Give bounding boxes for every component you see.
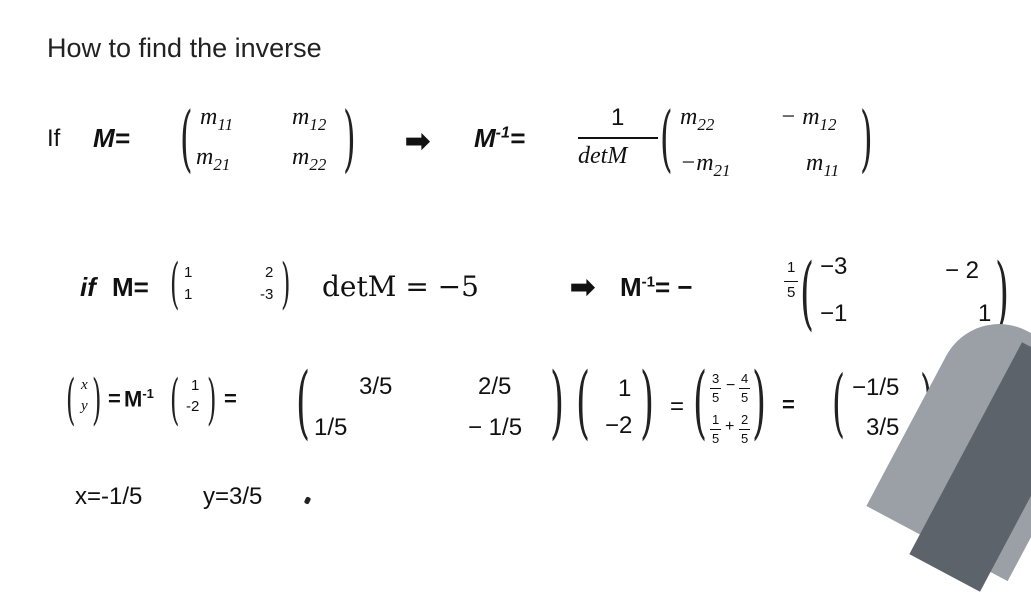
- right-paren: ): [995, 246, 1010, 339]
- inv-neg-m21-entry: −m21: [680, 150, 731, 180]
- inv-m11-entry: m11: [806, 150, 840, 180]
- inverse-e21: −1: [820, 300, 848, 327]
- left-paren: (: [576, 355, 591, 448]
- left-paren: (: [800, 246, 815, 339]
- inverse-e22: 1: [978, 300, 992, 327]
- right-arrow-icon: ➡: [570, 271, 596, 304]
- fraction-numerator: 1: [611, 104, 625, 131]
- matrix-a21: 1/5: [314, 414, 348, 441]
- m22-entry: m22: [292, 144, 327, 174]
- m21-entry: m21: [196, 144, 231, 174]
- m-inverse-label: M-1: [124, 386, 154, 412]
- plus-sign: +: [725, 418, 735, 435]
- vector-x: x: [81, 377, 88, 393]
- inverse-e12: − 2: [945, 257, 980, 284]
- left-paren: (: [170, 368, 180, 431]
- right-paren: ): [92, 368, 102, 431]
- right-paren: ): [281, 252, 291, 315]
- right-paren: ): [343, 96, 356, 180]
- fraction-bar: [739, 388, 750, 389]
- m-inverse-label: M-1=: [474, 123, 526, 153]
- left-paren: (: [296, 355, 311, 448]
- if-label: if: [80, 272, 96, 302]
- vector-b1: 1: [618, 375, 632, 402]
- right-paren: ): [550, 355, 565, 448]
- frac-3-num: 1: [712, 412, 720, 427]
- vector-entry-2: -2: [186, 398, 200, 415]
- right-arrow-icon: ➡: [405, 125, 431, 158]
- vector-b2: −2: [605, 412, 633, 439]
- left-paren: (: [66, 368, 76, 431]
- if-label: If: [47, 125, 61, 152]
- equals-sign: =: [224, 386, 237, 411]
- fraction-numerator: 1: [787, 259, 796, 276]
- fraction-denominator: 5: [787, 284, 796, 301]
- fraction-bar: [739, 429, 750, 430]
- frac-4-num: 2: [741, 412, 749, 427]
- m12-entry: m12: [292, 104, 327, 134]
- fraction-bar: [710, 388, 721, 389]
- frac-4-den: 5: [741, 431, 749, 446]
- matrix-a22: − 1/5: [468, 414, 523, 441]
- m-equals-label: M=: [112, 272, 149, 302]
- equals-sign: =: [108, 386, 121, 411]
- matrix-a12: 2/5: [478, 373, 512, 400]
- fraction-denominator: detM: [578, 143, 628, 169]
- m-inverse-label: M-1= −: [620, 272, 693, 302]
- frac-1-den: 5: [712, 390, 720, 405]
- answer-y: y=3/5: [203, 483, 263, 510]
- left-paren: (: [693, 355, 708, 448]
- left-paren: (: [180, 96, 193, 180]
- matrix-c: 1: [184, 286, 193, 303]
- left-paren: (: [832, 360, 845, 446]
- left-paren: (: [660, 96, 673, 180]
- answer-x: x=-1/5: [75, 483, 143, 510]
- right-paren: ): [207, 368, 217, 431]
- result-y: 3/5: [866, 414, 900, 441]
- inverse-e11: −3: [820, 253, 848, 280]
- m-equals-label: M=: [93, 123, 130, 153]
- result-x: −1/5: [852, 374, 900, 401]
- vector-y: y: [81, 398, 88, 414]
- fraction-bar: [710, 429, 721, 430]
- frac-3-den: 5: [712, 431, 720, 446]
- frac-2-num: 4: [741, 371, 749, 386]
- vector-entry-1: 1: [191, 377, 200, 394]
- right-paren: ): [752, 355, 767, 448]
- determinant-statement: detM = −5: [322, 270, 479, 303]
- matrix-a11: 3/5: [359, 373, 393, 400]
- fraction-bar: [578, 137, 658, 139]
- matrix-a: 1: [184, 264, 193, 281]
- cursor-mark: [303, 496, 312, 505]
- left-paren: (: [170, 252, 180, 315]
- equals-sign: =: [782, 392, 795, 417]
- inv-m22-entry: m22: [680, 104, 715, 134]
- right-paren: ): [640, 355, 655, 448]
- page-title: How to find the inverse: [47, 33, 322, 63]
- minus-sign: −: [726, 377, 736, 394]
- matrix-b: 2: [265, 264, 274, 281]
- equals-sign: =: [670, 393, 685, 420]
- m11-entry: m11: [200, 104, 234, 134]
- frac-1-num: 3: [712, 371, 720, 386]
- right-paren: ): [860, 96, 873, 180]
- inv-neg-m12-entry: − m12: [780, 104, 837, 134]
- frac-2-den: 5: [741, 390, 749, 405]
- fraction-bar: [784, 281, 798, 282]
- matrix-d: -3: [260, 286, 274, 303]
